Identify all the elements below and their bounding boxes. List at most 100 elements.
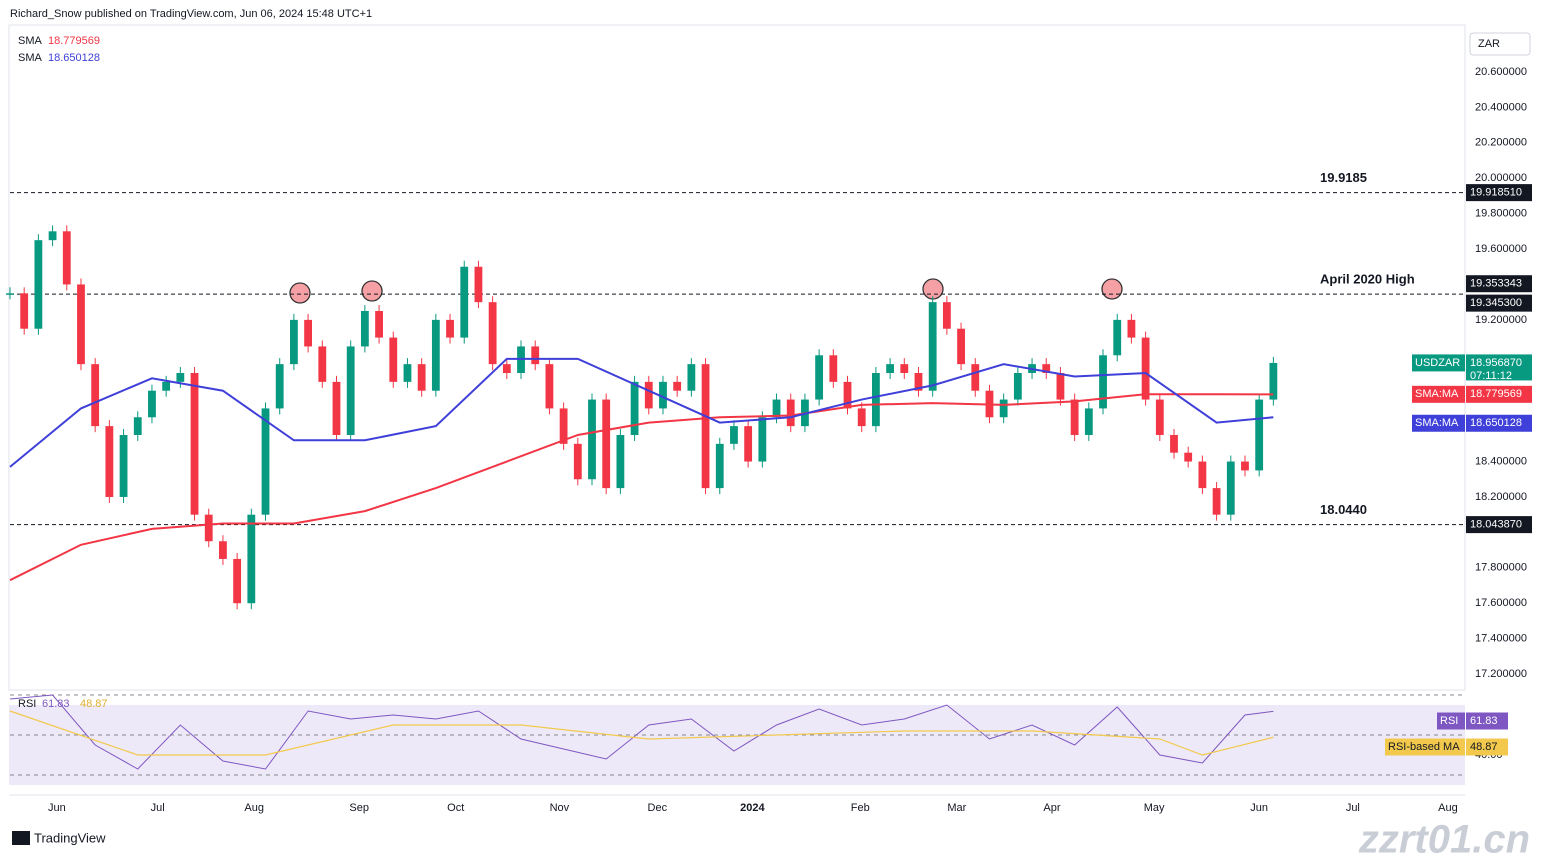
candle: [162, 381, 171, 391]
candle: [687, 364, 696, 391]
rsi-band: [9, 705, 1465, 785]
candle: [91, 364, 100, 427]
candle: [360, 311, 369, 347]
level-badge-bg: [1466, 184, 1532, 202]
y-tick-label: 20.000000: [1475, 172, 1527, 184]
candle: [545, 364, 554, 409]
candle: [431, 319, 440, 391]
x-tick-label: Apr: [1043, 802, 1060, 814]
candle: [1226, 461, 1235, 515]
candle: [34, 240, 43, 329]
watermark: zzrt01.cn: [1358, 818, 1530, 857]
candle: [588, 399, 596, 480]
ma-badge-name: SMA:MA: [1415, 417, 1459, 429]
x-tick-label: 2024: [740, 802, 765, 814]
candle: [1141, 337, 1150, 400]
candle: [375, 311, 383, 338]
candle: [1099, 355, 1107, 409]
y-tick-label: 20.600000: [1475, 66, 1527, 78]
price-badge-bg: [1466, 275, 1532, 293]
legend-rsi: RSI: [18, 698, 36, 710]
x-tick-label: Dec: [648, 802, 668, 814]
rsi-badge-bg: [1466, 712, 1508, 730]
candle: [6, 293, 14, 295]
marker: [922, 278, 944, 300]
x-tick-label: Jun: [1250, 802, 1268, 814]
x-tick-label: Nov: [550, 802, 570, 814]
line: [9, 694, 1274, 770]
ma-badge: 18.779569: [1470, 388, 1522, 400]
candle: [1198, 461, 1207, 489]
candle: [318, 346, 327, 382]
rsi-badge-name-bg: [1437, 712, 1465, 730]
candle: [616, 434, 625, 489]
candle: [1255, 399, 1264, 471]
marker: [1101, 278, 1123, 300]
x-tick-label: Feb: [851, 802, 870, 814]
x-tick-label: Jul: [151, 802, 165, 814]
candle: [502, 364, 511, 373]
ma-badge-bg: [1466, 414, 1532, 432]
candle: [758, 417, 767, 462]
y-tick-label: 17.400000: [1475, 633, 1527, 645]
x-tick-label: Aug: [1438, 802, 1458, 814]
rsi-badge: 61.83: [1470, 715, 1498, 727]
candle: [630, 381, 639, 435]
candle: [1212, 488, 1221, 515]
y-tick-label: 19.200000: [1475, 314, 1527, 326]
y-tick-label: 17.200000: [1475, 668, 1527, 680]
y-tick-label: 18.200000: [1475, 491, 1527, 503]
marker: [361, 280, 383, 302]
candle: [460, 266, 469, 338]
candle: [829, 355, 838, 382]
ma-badge-bg: [1466, 385, 1532, 403]
candle: [474, 266, 483, 303]
level-badge-bg: [1466, 516, 1532, 534]
candle: [644, 381, 653, 409]
header: Richard_Snow published on TradingView.co…: [10, 8, 372, 20]
line: [9, 710, 1274, 756]
x-tick-label: Mar: [947, 802, 966, 814]
legend-sma-name: SMA: [18, 35, 43, 47]
candle: [715, 443, 724, 489]
candle: [573, 443, 582, 480]
y-tick-label: 20.400000: [1475, 101, 1527, 113]
currency: ZAR: [1478, 38, 1500, 50]
legend-sma-value: 18.650128: [48, 52, 100, 64]
y-tick-label: 20.200000: [1475, 137, 1527, 149]
candle: [1056, 372, 1065, 400]
candle: [204, 514, 213, 542]
x-tick-label: Oct: [447, 802, 464, 814]
candle: [332, 381, 341, 435]
marker: [289, 282, 311, 304]
level-badge: 19.345300: [1470, 297, 1522, 309]
candle: [730, 426, 738, 444]
candle: [971, 364, 980, 391]
line: [9, 393, 1274, 582]
candle: [133, 417, 142, 435]
y-tick-label: 17.800000: [1475, 562, 1527, 574]
level-badge-bg: [1466, 294, 1532, 312]
candle: [659, 381, 667, 409]
level-text: 19.9185: [1320, 170, 1367, 185]
candle: [815, 355, 824, 400]
x-tick-label: Sep: [349, 802, 369, 814]
y-tick-label: 18.400000: [1475, 455, 1527, 467]
candle: [261, 408, 270, 515]
legend-sma-value: 18.779569: [48, 35, 100, 47]
x-tick-label: Aug: [244, 802, 264, 814]
rsi-badge-name: RSI: [1440, 715, 1458, 727]
candle: [928, 302, 937, 391]
candle: [900, 364, 909, 373]
candle: [275, 364, 284, 409]
logo-icon: [12, 831, 30, 845]
candle: [1127, 319, 1136, 338]
rsi-badge-name-bg: [1385, 738, 1465, 756]
candle: [176, 372, 185, 382]
ma-badge-name: SMA:MA: [1415, 388, 1459, 400]
ma-badge-name-bg: [1412, 414, 1465, 432]
candle: [1084, 408, 1093, 435]
candle: [744, 426, 753, 462]
y-tick-label: 19.800000: [1475, 208, 1527, 220]
candle: [403, 364, 412, 382]
